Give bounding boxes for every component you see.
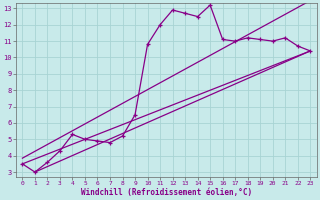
X-axis label: Windchill (Refroidissement éolien,°C): Windchill (Refroidissement éolien,°C) [81,188,252,197]
